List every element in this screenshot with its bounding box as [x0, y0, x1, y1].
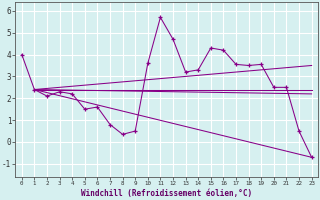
X-axis label: Windchill (Refroidissement éolien,°C): Windchill (Refroidissement éolien,°C)	[81, 189, 252, 198]
